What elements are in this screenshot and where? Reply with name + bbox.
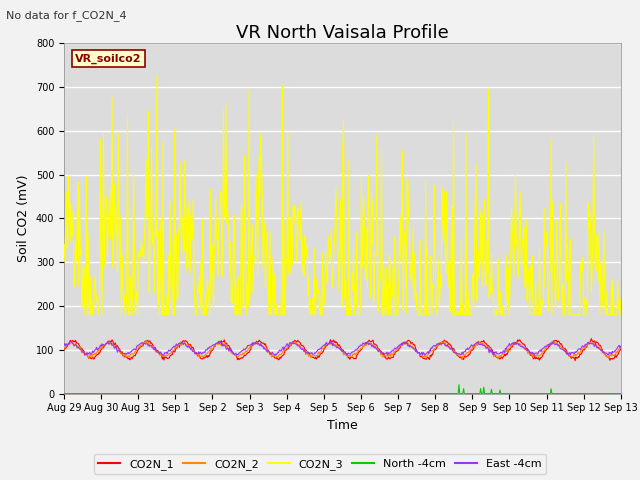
Y-axis label: Soil CO2 (mV): Soil CO2 (mV)	[17, 175, 30, 262]
Text: No data for f_CO2N_4: No data for f_CO2N_4	[6, 10, 127, 21]
X-axis label: Time: Time	[327, 419, 358, 432]
Title: VR North Vaisala Profile: VR North Vaisala Profile	[236, 24, 449, 42]
Legend: CO2N_1, CO2N_2, CO2N_3, North -4cm, East -4cm: CO2N_1, CO2N_2, CO2N_3, North -4cm, East…	[93, 454, 547, 474]
Text: VR_soilco2: VR_soilco2	[75, 54, 141, 64]
